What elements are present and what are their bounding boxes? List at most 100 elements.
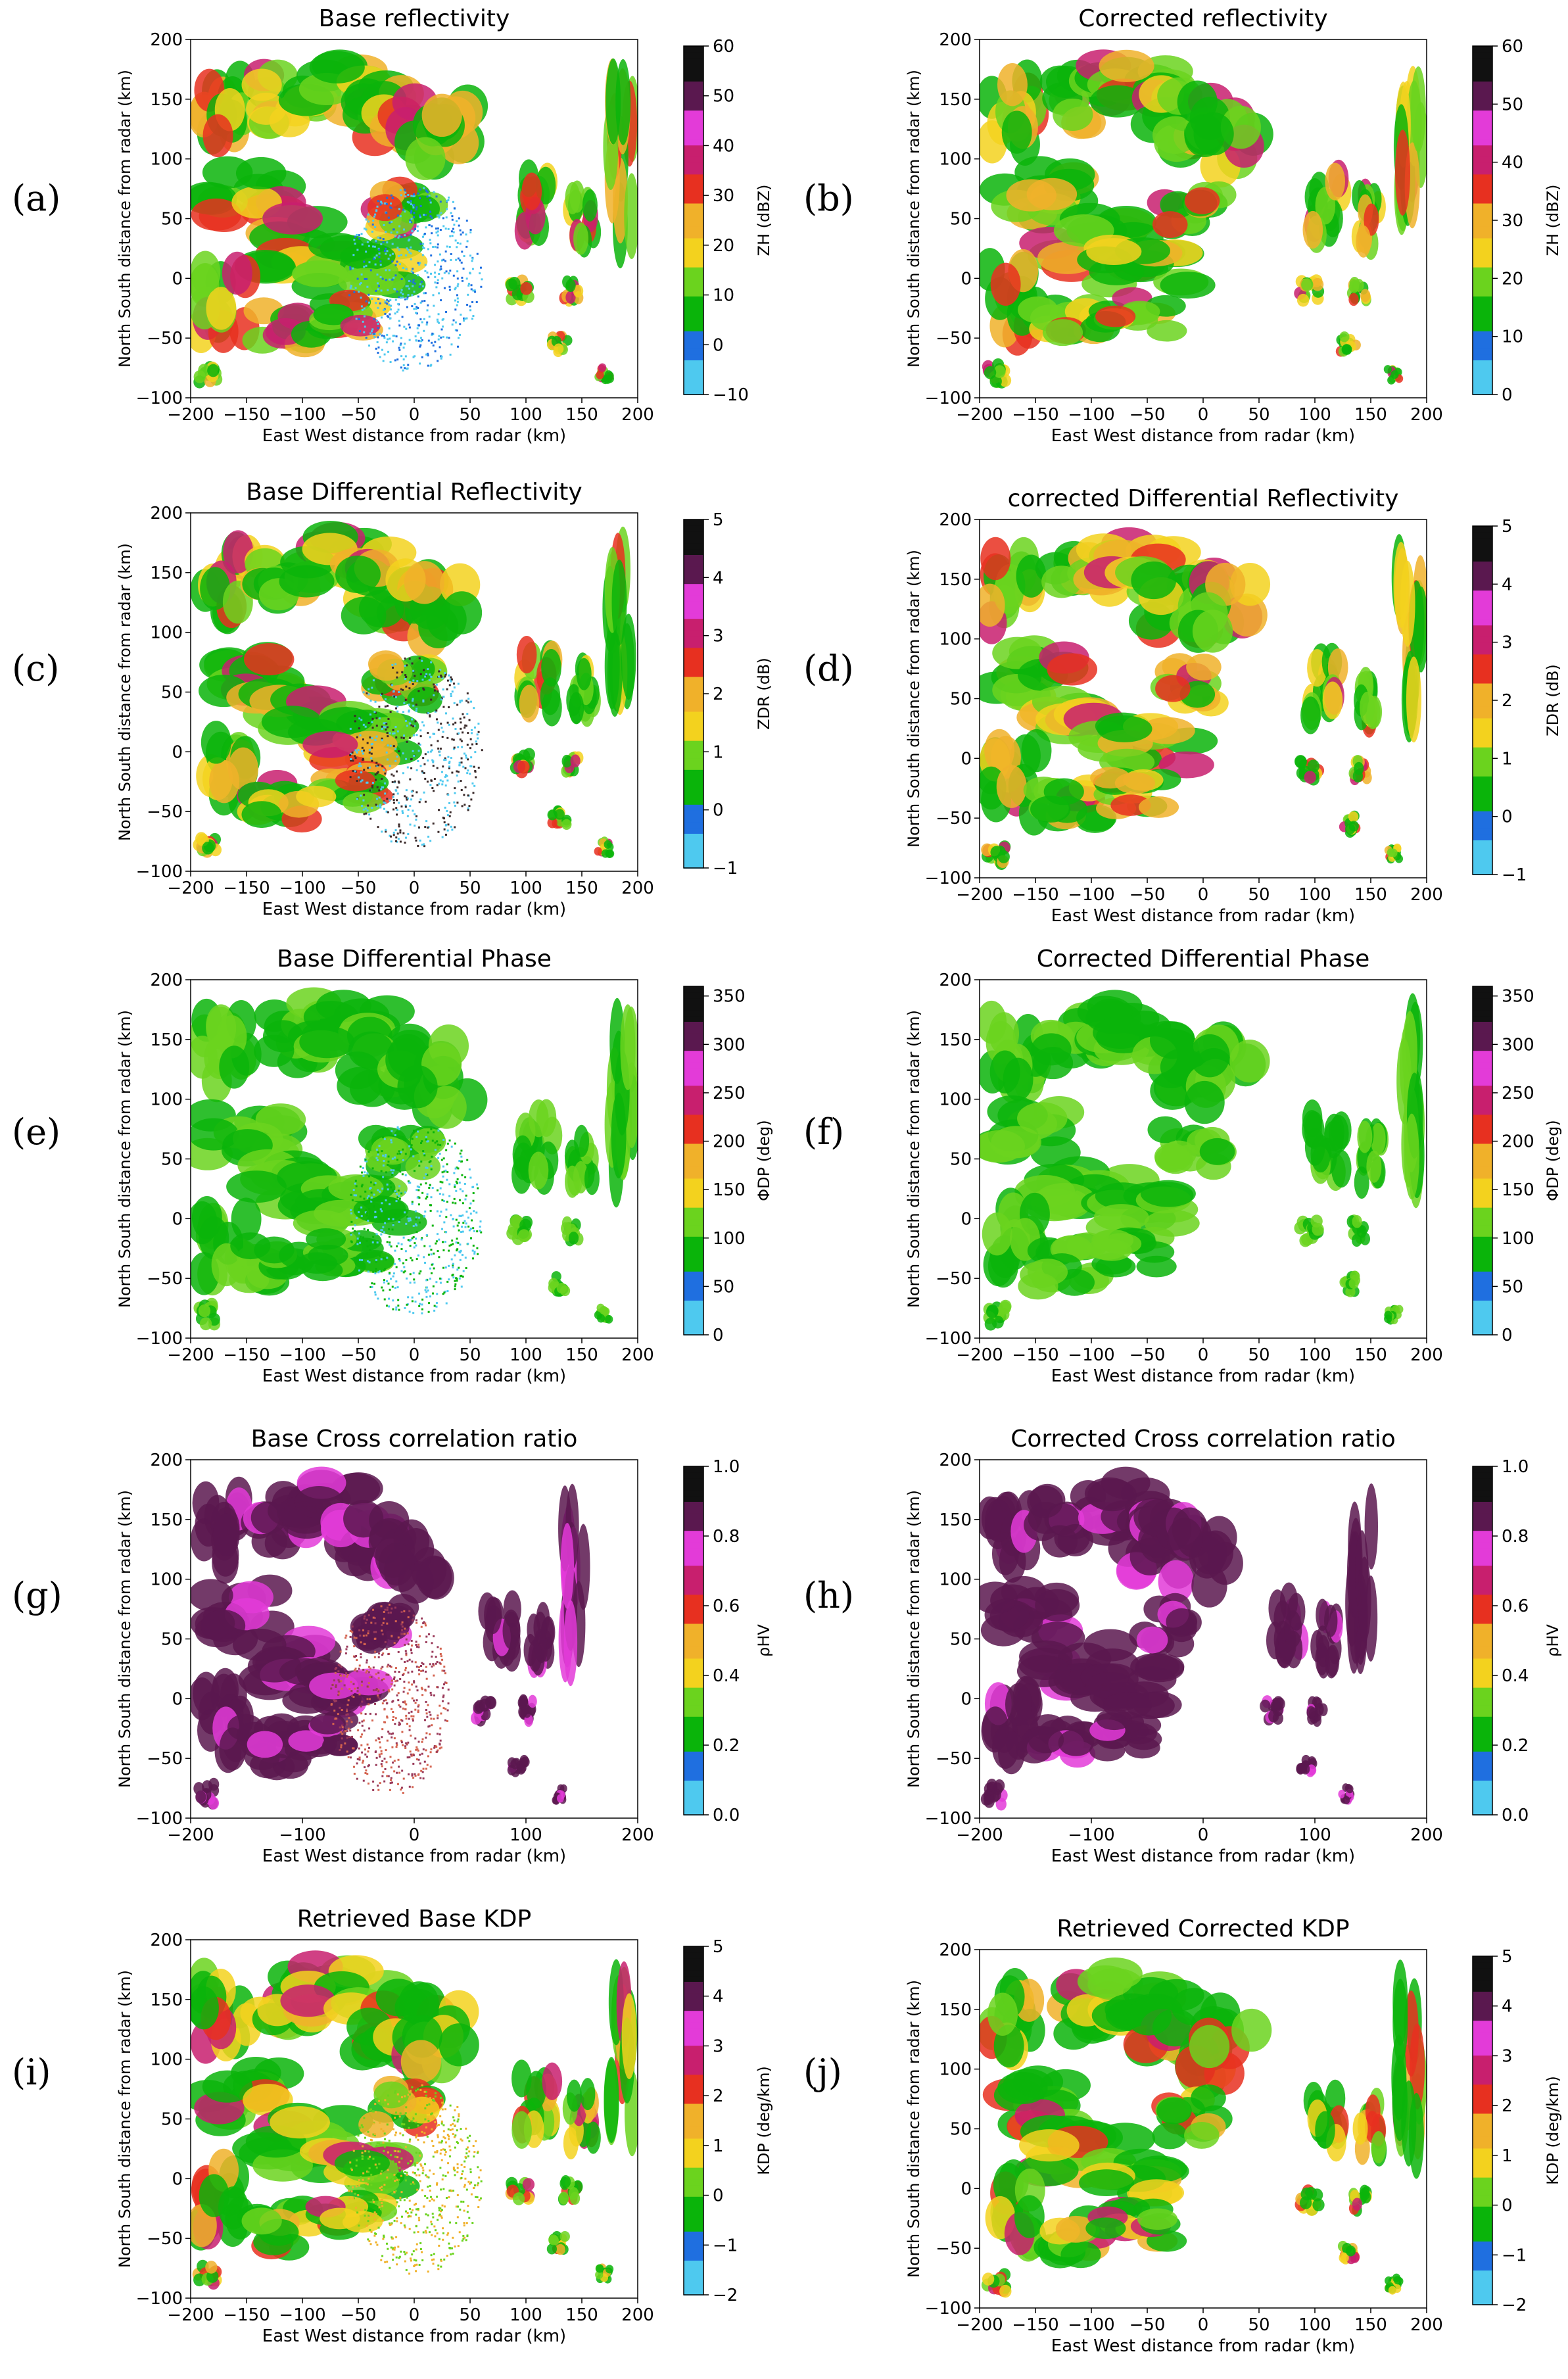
clutter-pixel: [404, 795, 406, 798]
y-tick-label: −50: [147, 329, 183, 348]
clutter-pixel: [350, 1234, 352, 1236]
clutter-pixel: [417, 844, 419, 847]
clutter-pixel: [371, 1286, 373, 1288]
clutter-pixel: [388, 1297, 391, 1300]
clutter-pixel: [356, 780, 358, 782]
clutter-pixel: [389, 361, 392, 364]
clutter-pixel: [431, 332, 434, 335]
storm-cell: [335, 555, 381, 594]
clutter-pixel: [425, 1677, 428, 1680]
clutter-pixel: [417, 1758, 420, 1761]
clutter-pixel: [346, 1730, 348, 1733]
clutter-pixel: [368, 1151, 370, 1153]
colorbar-segment: [1473, 92, 1492, 99]
clutter-pixel: [438, 273, 440, 276]
clutter-pixel: [390, 206, 392, 209]
colorbar-segment: [1473, 313, 1492, 320]
storm-cell: [354, 1250, 394, 1272]
clutter-pixel: [396, 1159, 399, 1161]
clutter-pixel: [409, 1273, 412, 1276]
clutter-pixel: [379, 276, 382, 279]
clutter-pixel: [410, 203, 412, 206]
clutter-pixel: [338, 1692, 341, 1694]
clutter-pixel: [440, 1655, 442, 1658]
clutter-pixel: [358, 330, 361, 333]
clutter-pixel: [430, 1165, 433, 1167]
clutter-pixel: [450, 1258, 453, 1261]
colorbar-segment: [684, 612, 703, 619]
clutter-pixel: [400, 1739, 403, 1742]
clutter-pixel: [421, 1617, 423, 1620]
clutter-pixel: [440, 299, 442, 302]
clutter-pixel: [366, 1239, 368, 1242]
colorbar-tick-label: 20: [713, 236, 734, 256]
clutter-pixel: [412, 268, 414, 270]
clutter-pixel: [444, 774, 447, 777]
clutter-pixel: [456, 277, 459, 280]
x-tick-label: −100: [1068, 405, 1114, 425]
chart-svg-g: Base Cross correlation ratio−200 −100 0 100…: [116, 1426, 773, 1866]
storm-cell: [1299, 1234, 1312, 1247]
colorbar-segment: [1473, 255, 1492, 262]
colorbar-segment: [684, 1131, 703, 1138]
clutter-pixel: [389, 222, 391, 224]
clutter-pixel: [476, 1183, 479, 1186]
clutter-pixel: [424, 826, 427, 829]
storm-cell: [1356, 225, 1371, 258]
colorbar-segment: [1473, 214, 1492, 221]
clutter-pixel: [377, 346, 380, 348]
clutter-pixel: [412, 1718, 414, 1721]
clutter-pixel: [392, 1732, 394, 1735]
clutter-pixel: [334, 1668, 337, 1670]
clutter-pixel: [408, 1610, 411, 1612]
clutter-pixel: [362, 752, 364, 755]
colorbar-segment: [1473, 601, 1492, 608]
clutter-pixel: [462, 731, 464, 734]
clutter-pixel: [435, 231, 438, 234]
clutter-pixel: [364, 725, 367, 728]
clutter-pixel: [365, 1209, 368, 1211]
clutter-pixel: [437, 747, 440, 750]
clutter-pixel: [390, 835, 392, 838]
clutter-pixel: [419, 204, 422, 207]
clutter-pixel: [458, 1199, 461, 1201]
clutter-pixel: [426, 321, 429, 324]
x-tick-label: 50: [459, 1345, 481, 1365]
clutter-pixel: [439, 1143, 442, 1146]
clutter-pixel: [446, 779, 449, 782]
clutter-pixel: [469, 1202, 472, 1205]
clutter-pixel: [445, 270, 448, 273]
storm-cell: [201, 1610, 246, 1643]
colorbar-segment: [684, 862, 703, 869]
clutter-pixel: [374, 1270, 377, 1273]
clutter-pixel: [432, 1131, 435, 1134]
clutter-pixel: [368, 1682, 370, 1685]
clutter-pixel: [463, 804, 466, 806]
clutter-pixel: [360, 1236, 362, 1238]
clutter-pixel: [366, 1196, 369, 1199]
clutter-pixel: [371, 1241, 374, 1243]
clutter-pixel: [456, 733, 459, 735]
storm-cell: [1389, 848, 1398, 857]
clutter-pixel: [410, 211, 412, 214]
colorbar-segment: [1473, 278, 1492, 285]
x-axis-label: East West distance from radar (km): [1051, 1366, 1355, 1386]
clutter-pixel: [411, 662, 414, 665]
colorbar-segment: [1473, 151, 1492, 157]
clutter-pixel: [456, 1178, 459, 1180]
clutter-pixel: [381, 1202, 383, 1205]
clutter-pixel: [383, 250, 386, 252]
clutter-pixel: [458, 1182, 461, 1184]
clutter-pixel: [387, 338, 389, 341]
clutter-pixel: [452, 201, 454, 203]
clutter-pixel: [374, 738, 377, 741]
colorbar-segment: [684, 740, 703, 747]
clutter-pixel: [422, 214, 425, 216]
clutter-pixel: [438, 335, 440, 337]
storm-cell: [222, 251, 252, 295]
colorbar-segment: [1473, 63, 1492, 70]
clutter-pixel: [387, 1218, 390, 1220]
clutter-pixel: [442, 318, 444, 320]
colorbar-segment: [1473, 57, 1492, 64]
